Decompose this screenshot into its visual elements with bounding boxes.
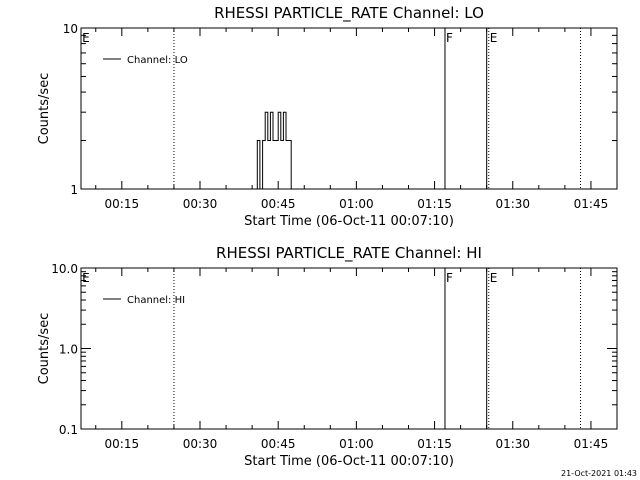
x-tick-label: 01:45 — [574, 197, 609, 211]
series-line — [256, 111, 292, 190]
event-marker-label: E — [490, 31, 498, 45]
y-axis-label: Counts/sec — [37, 313, 52, 385]
legend-label: Channel: LO — [127, 55, 188, 66]
chart-panel-0: RHESSI PARTICLE_RATE Channel: LO Start Ti… — [37, 4, 618, 229]
x-tick-label: 01:15 — [417, 437, 452, 451]
x-tick-label: 00:30 — [183, 437, 218, 451]
x-axis-label: Start Time (06-Oct-11 00:07:10) — [244, 454, 454, 469]
x-tick-label: 00:45 — [261, 197, 296, 211]
x-axis-label: Start Time (06-Oct-11 00:07:10) — [244, 214, 454, 229]
y-tick-label: 0.1 — [59, 423, 78, 437]
footer-timestamp: 21-Oct-2021 01:43 — [561, 469, 637, 478]
x-tick-label: 01:00 — [339, 197, 374, 211]
x-tick-label: 00:30 — [183, 197, 218, 211]
event-marker-label: E — [490, 271, 498, 285]
x-tick-label: 01:00 — [339, 437, 374, 451]
y-tick-label: 10 — [63, 22, 78, 36]
event-marker-label: E — [82, 31, 90, 45]
x-tick-label: 00:15 — [105, 197, 140, 211]
chart-panel-1: RHESSI PARTICLE_RATE Channel: HI Start Ti… — [37, 244, 618, 469]
x-tick-label: 00:15 — [105, 437, 140, 451]
x-tick-label: 01:30 — [495, 437, 530, 451]
y-tick-label: 1.0 — [59, 343, 78, 357]
y-axis-label: Counts/sec — [37, 73, 52, 145]
x-tick-label: 01:30 — [495, 197, 530, 211]
x-tick-label: 01:45 — [574, 437, 609, 451]
chart-title: RHESSI PARTICLE_RATE Channel: LO — [214, 4, 484, 23]
y-tick-label: 1 — [70, 183, 78, 197]
y-tick-label: 10.0 — [51, 262, 78, 276]
event-marker-label: E — [82, 271, 90, 285]
chart-title: RHESSI PARTICLE_RATE Channel: HI — [216, 244, 482, 263]
plot-frame — [80, 267, 618, 430]
event-marker-label: F — [446, 271, 453, 285]
legend-label: Channel: HI — [127, 295, 185, 306]
x-tick-label: 01:15 — [417, 197, 452, 211]
x-tick-label: 00:45 — [261, 437, 296, 451]
plot-frame — [80, 27, 618, 190]
event-marker-label: F — [446, 31, 453, 45]
